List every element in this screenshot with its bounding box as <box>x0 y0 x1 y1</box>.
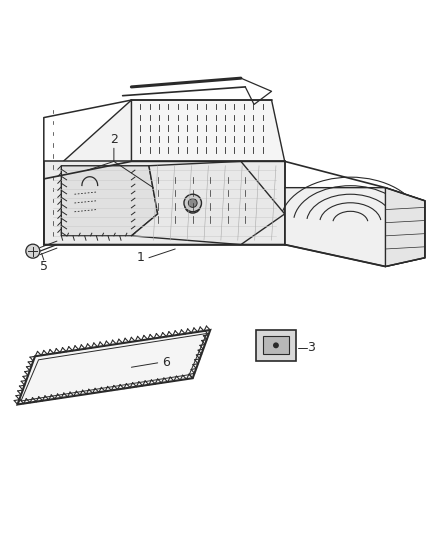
Polygon shape <box>61 166 158 236</box>
Circle shape <box>185 197 201 213</box>
Text: 5: 5 <box>40 260 48 273</box>
Polygon shape <box>131 100 285 161</box>
Polygon shape <box>285 188 425 266</box>
Circle shape <box>188 199 197 207</box>
Text: 6: 6 <box>162 357 170 369</box>
Circle shape <box>273 342 279 348</box>
Polygon shape <box>44 161 285 245</box>
Text: 3: 3 <box>307 341 314 354</box>
Polygon shape <box>385 188 425 266</box>
Circle shape <box>184 194 201 212</box>
Polygon shape <box>131 161 285 245</box>
Text: 1: 1 <box>136 251 144 264</box>
Polygon shape <box>44 100 131 245</box>
FancyBboxPatch shape <box>263 336 289 354</box>
Circle shape <box>26 244 40 258</box>
FancyBboxPatch shape <box>256 329 296 361</box>
Circle shape <box>189 201 197 209</box>
Text: 2: 2 <box>110 133 118 146</box>
Polygon shape <box>18 330 210 405</box>
